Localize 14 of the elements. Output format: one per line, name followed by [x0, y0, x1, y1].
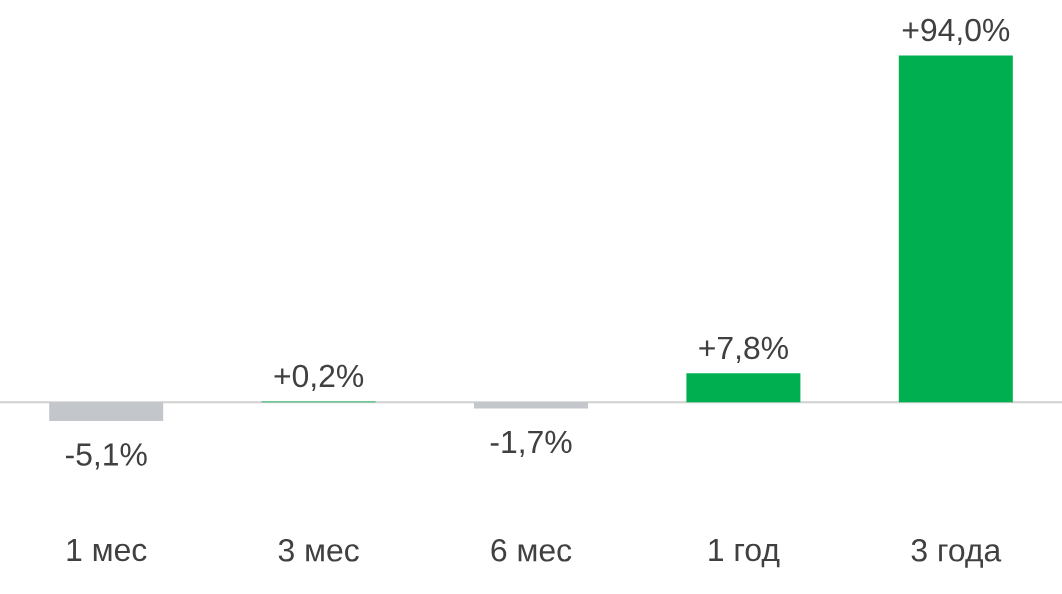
data-label: +94,0% — [902, 18, 1010, 46]
x-tick-label: 3 мес — [278, 539, 359, 562]
bar — [49, 402, 164, 421]
bar — [898, 55, 1013, 403]
data-label: -1,7% — [490, 430, 572, 457]
x-tick-label: 3 года — [911, 539, 1002, 568]
x-tick-label: 1 мес — [67, 539, 147, 562]
x-tick-label: 1 год — [709, 539, 780, 568]
data-label: +0,2% — [274, 364, 364, 391]
x-tick-label: 6 мес — [491, 539, 572, 562]
data-label: -5,1% — [65, 443, 147, 470]
data-label: +7,8% — [699, 336, 788, 363]
bar — [686, 373, 801, 403]
bar — [474, 402, 589, 409]
